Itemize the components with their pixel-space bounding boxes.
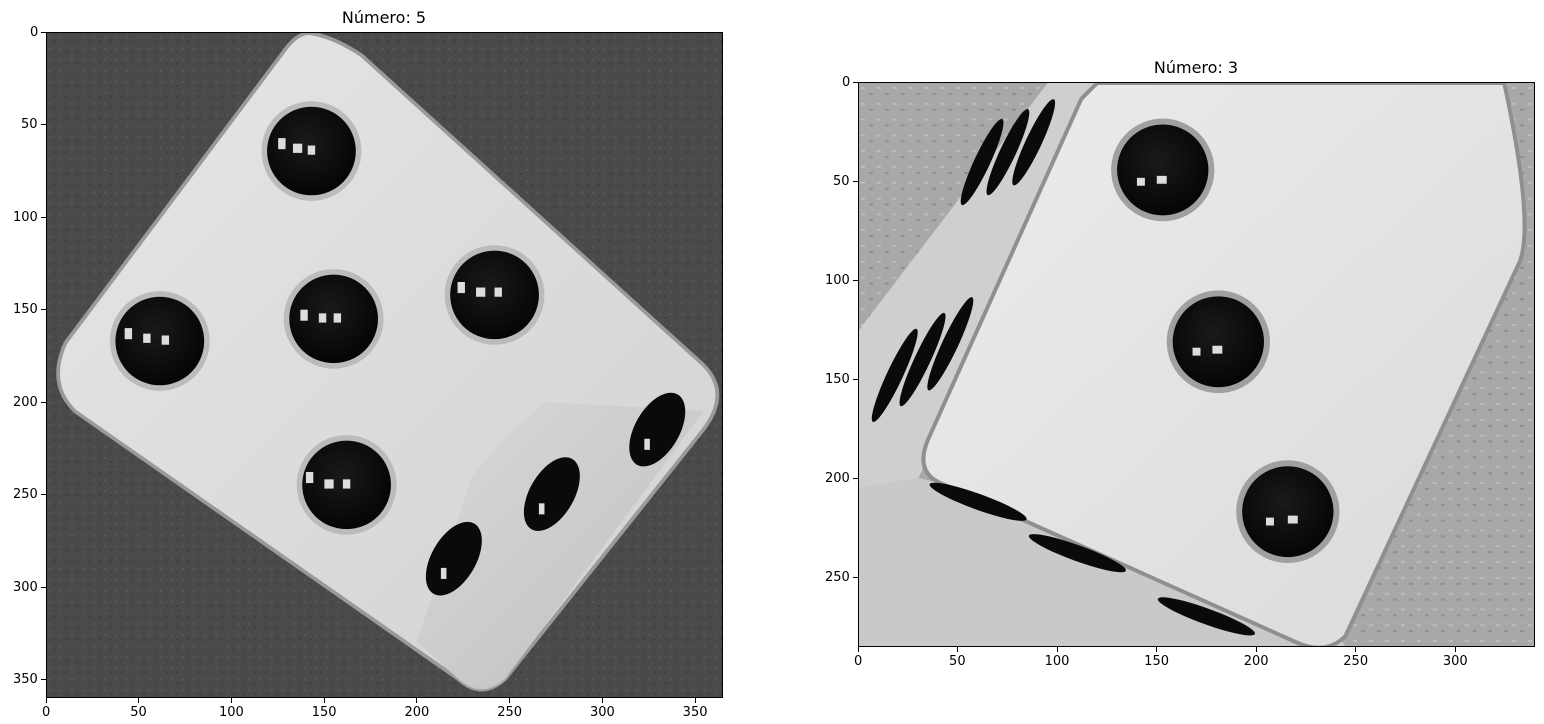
y-tick-label: 50	[21, 117, 38, 132]
x-tick-mark	[1454, 647, 1456, 652]
x-tick-label: 100	[1044, 654, 1070, 669]
y-tick-label: 50	[833, 173, 850, 189]
x-tick-label: 150	[1144, 654, 1169, 669]
y-tick-label: 100	[825, 272, 850, 288]
x-tick-mark	[1156, 647, 1158, 652]
x-tick-label: 200	[404, 705, 430, 720]
y-tick-label: 0	[842, 74, 851, 90]
y-tick-mark	[41, 401, 46, 403]
x-tick-mark	[1056, 647, 1058, 652]
x-tick-label: 300	[1442, 654, 1468, 669]
x-tick-mark	[416, 698, 418, 703]
x-tick-mark	[138, 698, 140, 703]
y-tick-label: 300	[13, 579, 38, 595]
y-tick-mark	[41, 679, 46, 680]
y-tick-mark	[853, 378, 858, 380]
y-tick-label: 0	[30, 24, 39, 40]
y-tick-label: 150	[825, 371, 850, 387]
y-tick-mark	[41, 216, 46, 218]
y-tick-mark	[41, 586, 46, 588]
x-tick-label: 0	[42, 705, 51, 720]
x-tick-mark	[694, 698, 696, 703]
y-tick-mark	[41, 309, 46, 310]
x-tick-label: 250	[1343, 654, 1369, 669]
y-tick-mark	[853, 180, 858, 182]
y-tick-label: 250	[825, 570, 850, 586]
x-tick-label: 300	[589, 705, 615, 720]
x-tick-label: 100	[218, 705, 244, 720]
x-tick-mark	[857, 647, 859, 652]
y-tick-label: 250	[13, 487, 38, 502]
x-tick-mark	[509, 698, 511, 703]
x-tick-mark	[1355, 647, 1357, 652]
panel-title: Número: 5	[341, 8, 427, 27]
x-tick-mark	[1255, 647, 1257, 652]
y-tick-label: 200	[13, 394, 38, 410]
five-pip-die-image	[46, 32, 723, 698]
x-tick-mark	[601, 698, 603, 703]
x-tick-label: 150	[311, 705, 337, 720]
x-tick-label: 250	[497, 705, 523, 720]
y-tick-label: 100	[13, 209, 38, 225]
x-tick-mark	[323, 698, 325, 703]
x-tick-mark	[957, 647, 959, 652]
x-tick-label: 0	[854, 654, 863, 669]
y-tick-mark	[41, 494, 46, 495]
y-tick-mark	[853, 279, 858, 281]
x-tick-label: 350	[682, 705, 708, 720]
y-tick-label: 350	[13, 672, 38, 687]
y-tick-mark	[853, 477, 858, 479]
x-tick-label: 50	[130, 705, 147, 720]
three-pip-die-icon	[859, 83, 1534, 646]
y-tick-mark	[41, 124, 46, 125]
y-tick-mark	[41, 31, 46, 33]
three-pip-die-image	[858, 82, 1535, 647]
x-tick-mark	[230, 698, 232, 703]
x-tick-mark	[45, 698, 47, 703]
y-tick-mark	[853, 577, 858, 579]
y-tick-label: 200	[825, 470, 850, 486]
y-tick-mark	[853, 81, 858, 83]
y-tick-label: 150	[13, 302, 38, 317]
panel-title: Número: 3	[1153, 58, 1239, 77]
five-pip-die-icon	[47, 33, 722, 697]
x-tick-label: 50	[949, 654, 966, 669]
x-tick-label: 200	[1243, 654, 1269, 669]
